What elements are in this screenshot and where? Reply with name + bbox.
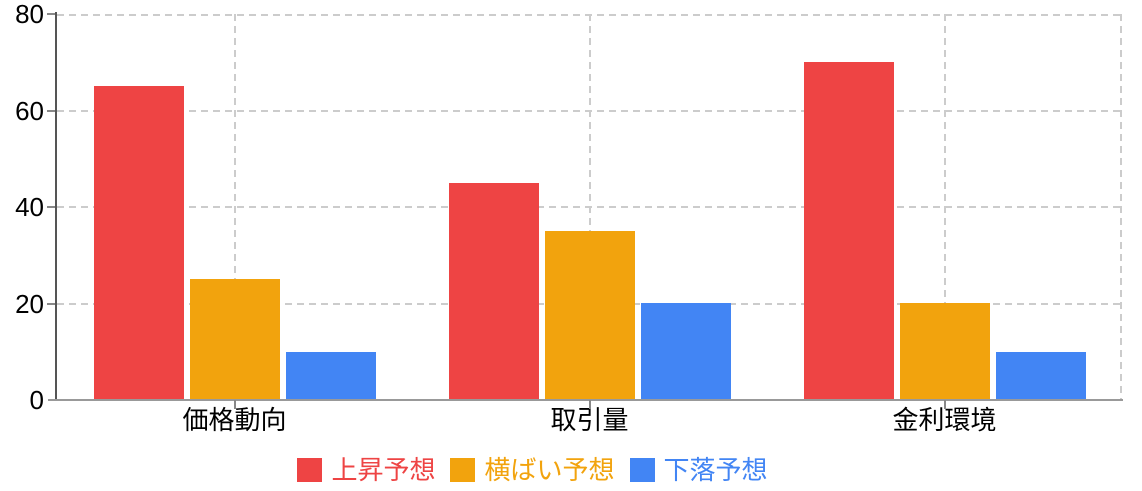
x-axis-tick [234, 400, 236, 409]
y-axis-tick-label: 0 [29, 385, 44, 415]
x-axis-label: 金利環境 [892, 405, 997, 435]
v-gridline [589, 14, 591, 400]
bar [640, 303, 731, 400]
plot-area [57, 14, 1122, 400]
y-axis-tick-label: 20 [15, 289, 44, 319]
bar-group [412, 14, 767, 400]
x-axis-label: 取引量 [550, 405, 629, 435]
legend-item: 上昇予想 [297, 455, 435, 485]
bar [448, 183, 539, 400]
v-gridline-right [1120, 14, 1122, 400]
y-axis-tick [47, 110, 55, 112]
bar [899, 303, 990, 400]
legend-label: 横ばい予想 [484, 455, 615, 485]
v-gridline [234, 14, 236, 400]
y-axis-tick [47, 13, 55, 15]
legend-label: 下落予想 [663, 455, 768, 485]
bar [803, 62, 894, 400]
bar [189, 279, 280, 400]
bar [995, 352, 1086, 400]
legend-item: 横ばい予想 [450, 455, 615, 485]
legend-label: 上昇予想 [331, 455, 436, 485]
y-axis-tick-label: 40 [15, 192, 44, 222]
legend: 上昇予想 横ばい予想 下落予想 [0, 452, 1065, 488]
bar [544, 231, 635, 400]
x-axis-tick [944, 400, 946, 409]
bar-group [767, 14, 1122, 400]
legend-swatch [450, 458, 476, 482]
legend-swatch [297, 458, 323, 482]
x-axis-line [48, 399, 1123, 401]
y-axis-tick [47, 206, 55, 208]
y-axis-tick-label: 80 [15, 0, 44, 29]
v-gridline [944, 14, 946, 400]
legend-swatch [629, 458, 655, 482]
x-axis-tick [589, 400, 591, 409]
bar-group [57, 14, 412, 400]
y-axis-tick-label: 60 [15, 96, 44, 126]
legend-item: 下落予想 [629, 455, 768, 485]
bar [285, 352, 376, 400]
bar [93, 86, 184, 400]
y-axis-tick [47, 303, 55, 305]
x-axis-label: 価格動向 [182, 405, 287, 435]
y-axis-line [55, 12, 57, 401]
